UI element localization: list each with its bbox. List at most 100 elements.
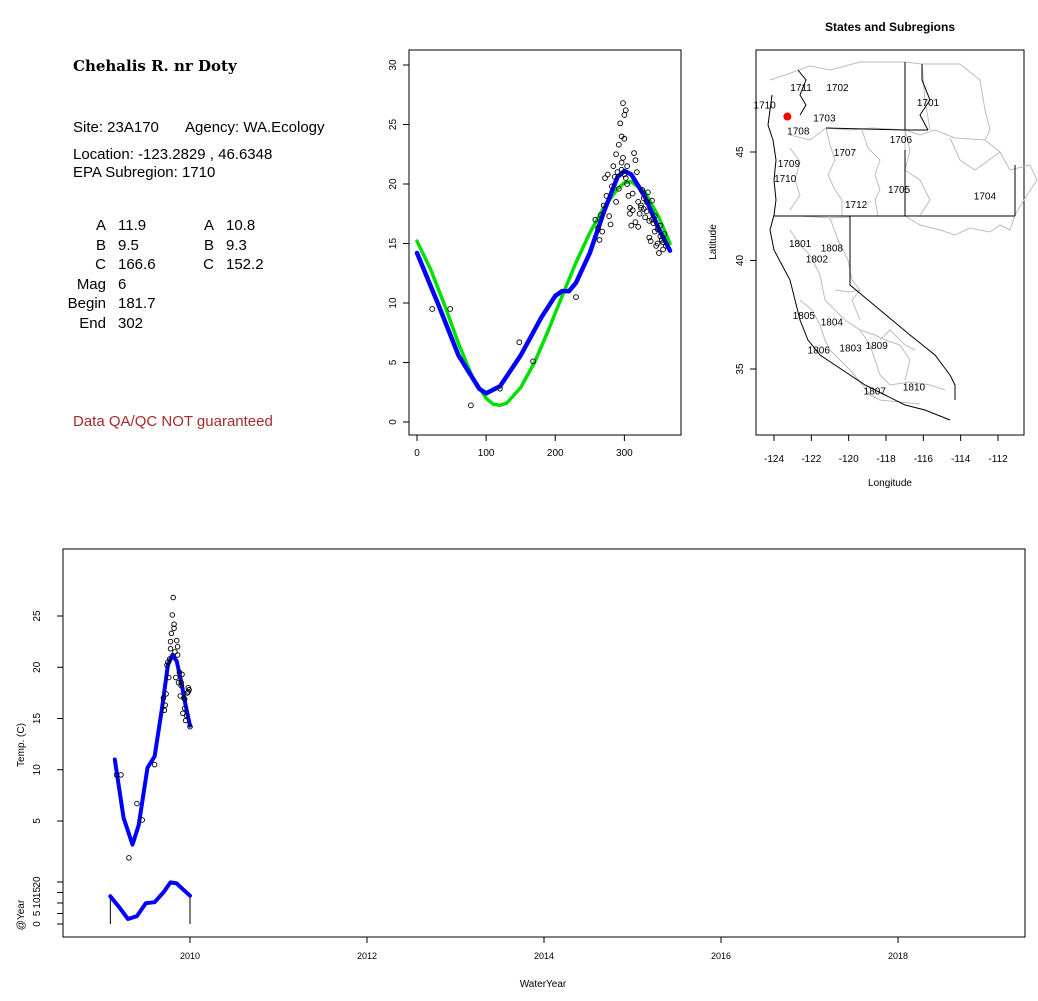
data-point [615,141,622,148]
data-point [602,175,608,181]
qa-disclaimer: Data QA/QC NOT guaranteed [73,413,273,430]
temp-tick-label: 20 [32,661,43,673]
data-point [624,181,630,187]
subregion-label: 1703 [813,113,836,124]
temp-data-point [181,705,188,712]
data-point [643,208,650,215]
temp-tick-label: 10 [32,764,43,776]
y-tick-label: 10 [388,297,399,309]
data-point [611,174,618,180]
subregion-label: 1707 [834,148,857,159]
subregion-label: 1810 [903,382,926,393]
temp-data-point [167,646,174,652]
subregion-boundary [789,229,901,346]
temp-data-point [178,682,184,689]
year-curve-tick-label: 15 [32,887,43,899]
data-point [614,169,621,175]
data-point [660,239,666,246]
year-curve-tick-label: 5 [32,910,43,916]
temp-data-point [168,630,175,637]
location-label: Location: -123.2829 , 46.6348 [73,146,273,163]
state-boundary [919,64,931,131]
data-point [622,175,629,181]
data-point [632,157,639,164]
year-tick-label: 2014 [534,951,554,961]
data-point [657,222,664,229]
data-point [656,250,662,256]
data-point [650,220,657,227]
series-line-blue [414,168,673,396]
data-point [622,107,629,114]
data-point [573,294,579,300]
param-value-2: 10.8 [226,217,256,234]
data-point [516,339,523,346]
data-point [635,223,642,230]
timeseries-x-axis-title: WaterYear [520,979,567,990]
subregion-boundary [789,147,801,211]
data-point [624,163,630,170]
y-tick-label: 15 [388,238,399,250]
data-point [633,169,640,175]
param-key: Mag [76,275,106,293]
param-value: 302 [118,314,144,332]
subregion-boundary [825,127,986,141]
data-point [651,213,658,219]
year-curve-tick-label: 20 [32,876,43,888]
lon-tick-label: -112 [988,454,1008,465]
data-point [595,225,601,231]
data-point [635,199,642,205]
subregion-boundary [879,329,916,351]
year-tick-label: 2018 [888,951,908,961]
subregion-label: 1807 [864,387,887,398]
temp-data-point [171,621,177,627]
data-point [625,193,632,199]
subregion-label: 1711 [790,83,812,94]
x-tick-label: 300 [616,448,633,459]
temp-data-point [172,649,178,655]
temp-data-point [179,671,185,678]
data-point [654,240,661,247]
subregion-boundary [949,137,1001,171]
subregion-label: 1709 [778,159,801,170]
year-curve-line [108,880,192,921]
temp-data-point [164,662,170,668]
state-boundary [849,216,956,400]
data-point [447,306,454,312]
data-point [530,358,536,365]
data-point [647,238,654,244]
temp-data-point [139,817,145,823]
temp-data-point [187,723,193,730]
year-curve-tick-label: 0 [32,921,43,927]
subregion-label: 1704 [974,191,997,202]
data-point [615,185,622,192]
subregion-label: 1804 [821,317,844,328]
lat-tick-label: 35 [735,363,746,375]
temp-data-point [118,772,124,778]
year-curve-axis-title: @Year [16,899,27,930]
subregion-label: 1801 [789,239,812,250]
data-point [592,216,599,223]
data-point [629,190,636,197]
subregion-boundary [899,344,911,381]
param-key: A [95,217,106,234]
subregion-label: 1808 [821,243,844,254]
subregion-label: 1803 [839,343,862,354]
coastline [767,94,951,421]
subregion-label: EPA Subregion: 1710 [73,164,216,181]
temp-data-point [166,674,172,681]
subregion-label: 1702 [826,83,849,94]
data-point [620,100,626,106]
temp-data-point [160,695,167,701]
site-title: Chehalis R. nr Doty [73,57,237,75]
subregion-label: 1710 [774,174,797,185]
lat-tick-label: 45 [735,146,746,158]
temp-data-point [167,638,174,645]
data-point [606,213,613,219]
param-value: 166.6 [118,256,156,273]
temp-data-point [134,800,140,807]
data-point [643,199,650,205]
data-point [663,243,669,249]
param-key-2: A [203,217,214,234]
param-value-2: 9.3 [226,236,247,254]
